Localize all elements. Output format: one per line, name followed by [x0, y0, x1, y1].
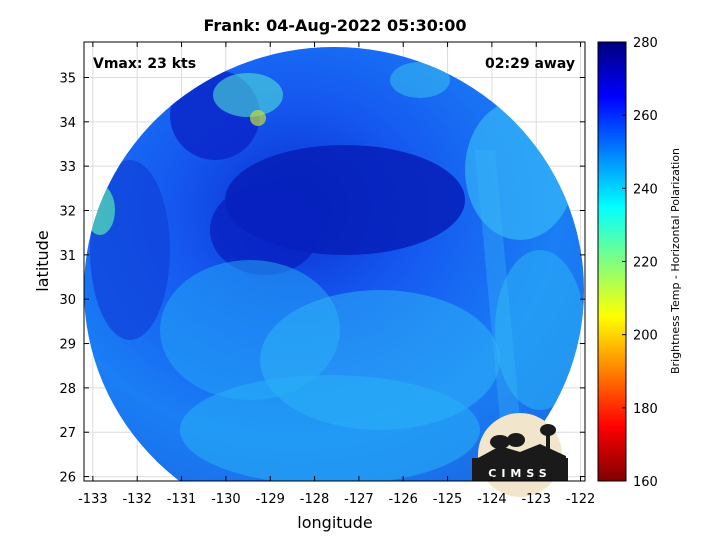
colorbar-label: Brightness Temp - Horizontal Polarizatio…: [669, 148, 682, 374]
x-tick-label: -132: [122, 492, 152, 507]
y-tick-label: 34: [59, 116, 76, 131]
chart-title: Frank: 04-Aug-2022 05:30:00: [203, 16, 466, 35]
y-tick-label: 31: [59, 249, 76, 264]
colorbar-tick-label: 280: [633, 36, 658, 51]
colorbar-scale: [597, 41, 627, 482]
x-tick-label: -133: [78, 492, 108, 507]
y-tick-label: 27: [59, 426, 76, 441]
x-tick-label: -127: [344, 492, 374, 507]
x-tick-label: -131: [167, 492, 197, 507]
colorbar-tick-label: 160: [633, 475, 658, 490]
vmax-label: Vmax: 23 kts: [93, 56, 196, 72]
y-axis-ticks: 26 27 28 29 30 31 32 33 34 35: [59, 71, 585, 486]
y-tick-label: 28: [59, 382, 76, 397]
x-axis-ticks: -133 -132 -131 -130 -129 -128 -127 -126 -125 -124…: [78, 42, 595, 507]
colorbar-ticks: 160 180 200 220 240 260 280: [622, 36, 658, 490]
plot-frame: [83, 41, 586, 482]
x-tick-label: -130: [211, 492, 241, 507]
x-tick-label: -129: [255, 492, 285, 507]
away-label: 02:29 away: [485, 56, 575, 72]
x-axis-label: longitude: [297, 513, 372, 532]
x-tick-label: -122: [566, 492, 596, 507]
y-tick-label: 33: [59, 160, 76, 175]
x-tick-label: -125: [433, 492, 463, 507]
colorbar-tick-label: 240: [633, 182, 658, 197]
colorbar-tick-label: 260: [633, 109, 658, 124]
colorbar: 160 180 200 220 240 260 280 Brightness Temp - …: [597, 36, 682, 490]
x-tick-label: -126: [388, 492, 418, 507]
y-tick-label: 32: [59, 205, 76, 220]
colorbar-tick-label: 220: [633, 256, 658, 271]
y-axis-label: latitude: [33, 230, 52, 291]
y-tick-label: 35: [59, 71, 76, 86]
y-tick-label: 29: [59, 338, 76, 353]
colorbar-tick-label: 180: [633, 402, 658, 417]
y-tick-label: 30: [59, 293, 76, 308]
x-tick-label: -123: [521, 492, 551, 507]
y-tick-label: 26: [59, 471, 76, 486]
x-tick-label: -128: [300, 492, 330, 507]
colorbar-tick-label: 200: [633, 329, 658, 344]
logo-text: CIMSS: [488, 467, 551, 480]
x-tick-label: -124: [477, 492, 507, 507]
cimss-logo: CIMSS: [472, 413, 568, 497]
swath-image: [84, 47, 584, 481]
